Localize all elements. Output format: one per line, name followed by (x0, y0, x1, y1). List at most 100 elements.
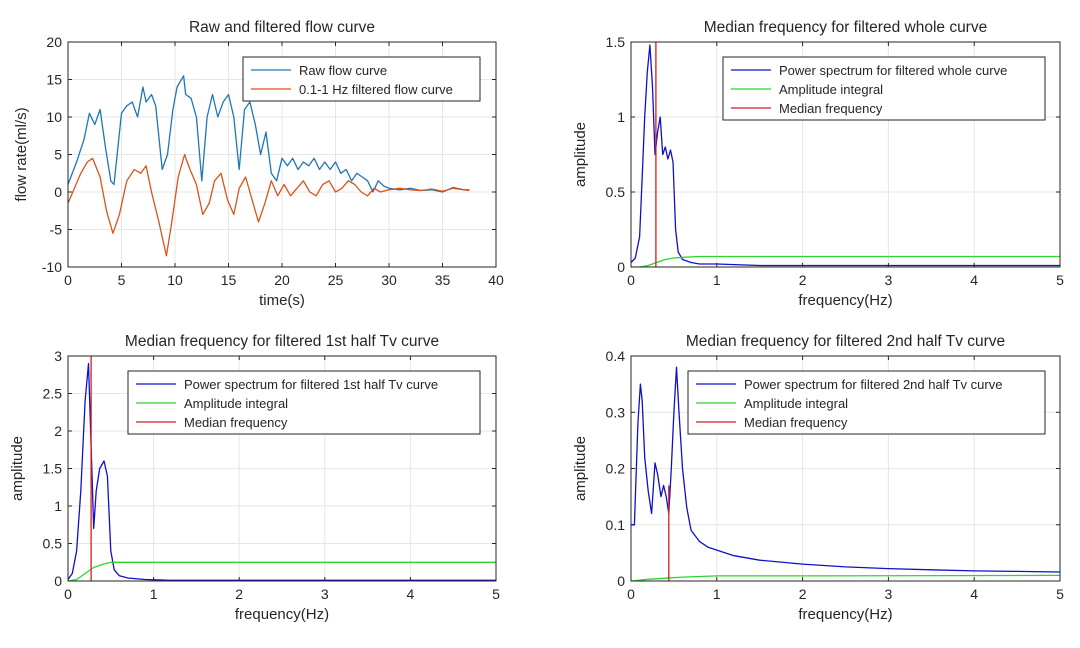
axes-frame (67, 41, 497, 268)
y-tick-label: 0 (54, 573, 62, 589)
series-line-power-spectrum-for-filtered-1st-half-tv-curve (68, 362, 496, 581)
legend-entry: Amplitude integral (779, 82, 883, 97)
y-tick-label: -5 (50, 222, 63, 238)
y-tick-label: 1.5 (606, 34, 626, 50)
x-tick-label: 0 (64, 272, 72, 288)
y-axis-label: flow rate(ml/s) (13, 107, 30, 201)
chart-title: Median frequency for filtered 2nd half T… (686, 333, 1005, 350)
y-tick-label: 1 (617, 109, 625, 125)
x-tick-label: 40 (488, 272, 504, 288)
x-tick-label: 3 (885, 586, 893, 602)
x-tick-label: 1 (150, 586, 158, 602)
x-tick-label: 1 (713, 586, 721, 602)
y-tick-label: 0.3 (606, 404, 626, 420)
x-tick-label: 2 (799, 586, 807, 602)
y-tick-label: 1.5 (43, 461, 63, 477)
x-tick-label: 5 (1056, 272, 1064, 288)
x-axis-label: frequency(Hz) (235, 606, 329, 623)
x-tick-label: 0 (627, 272, 635, 288)
legend: Power spectrum for filtered 1st half Tv … (127, 370, 481, 435)
series-line-0-1-1-hz-filtered-flow-curve (68, 153, 470, 257)
y-tick-label: 3 (54, 348, 62, 364)
x-tick-label: 4 (970, 272, 978, 288)
axes-frame (630, 41, 1061, 268)
legend-entry: Power spectrum for filtered 1st half Tv … (184, 377, 438, 392)
x-tick-label: 2 (235, 586, 243, 602)
series-line-power-spectrum-for-filtered-whole-curve (631, 44, 1060, 267)
x-tick-label: 3 (885, 272, 893, 288)
x-tick-label: 35 (435, 272, 451, 288)
legend-entry: Power spectrum for filtered 2nd half Tv … (744, 377, 1002, 392)
y-tick-label: 1 (54, 498, 62, 514)
y-tick-label: -10 (42, 259, 62, 275)
y-axis-label: amplitude (9, 436, 26, 501)
y-tick-label: 0.2 (606, 461, 626, 477)
series-line-amplitude-integral (68, 561, 496, 581)
chart-title: Median frequency for filtered whole curv… (704, 19, 987, 36)
series-group (631, 366, 1060, 581)
x-tick-label: 3 (321, 586, 329, 602)
x-tick-label: 5 (1056, 586, 1064, 602)
x-tick-label: 5 (492, 586, 500, 602)
y-tick-label: 0.5 (606, 184, 626, 200)
legend-entry: Median frequency (779, 101, 883, 116)
legend-box (242, 56, 481, 102)
y-tick-label: 0.1 (606, 517, 626, 533)
legend-entry: Median frequency (184, 415, 288, 430)
y-tick-label: 0.5 (43, 536, 63, 552)
x-tick-label: 0 (64, 586, 72, 602)
legend-box (127, 370, 481, 435)
chart-panel-4: 0 1 2 3 4 5 0 0.1 0.2 0.3 0.4 Median frequency for … (572, 333, 1064, 623)
x-tick-label: 4 (407, 586, 415, 602)
y-axis-label: amplitude (572, 436, 589, 501)
legend-entry: Power spectrum for filtered whole curve (779, 63, 1007, 78)
x-tick-label: 20 (274, 272, 290, 288)
x-tick-label: 1 (713, 272, 721, 288)
legend: Power spectrum for filtered whole curve A… (722, 56, 1046, 121)
legend-entry: Amplitude integral (184, 396, 288, 411)
chart-panel-3: 0 1 2 3 4 5 0 0.5 1 1.5 2 2.5 3 Median frequency for … (9, 333, 500, 623)
y-tick-label: 0.4 (606, 348, 626, 364)
x-tick-label: 2 (799, 272, 807, 288)
legend-box (722, 56, 1046, 121)
x-tick-label: 15 (221, 272, 237, 288)
axes-frame (630, 355, 1061, 582)
legend: Raw flow curve 0.1-1 Hz filtered flow cur… (242, 56, 481, 102)
y-tick-label: 5 (54, 147, 62, 163)
series-line-raw-flow-curve (68, 75, 470, 193)
legend-entry: Raw flow curve (299, 63, 387, 78)
x-axis-label: frequency(Hz) (798, 606, 892, 623)
chart-title: Raw and filtered flow curve (189, 19, 375, 36)
legend-entry: Amplitude integral (744, 396, 848, 411)
y-tick-label: 2 (54, 423, 62, 439)
chart-title: Median frequency for filtered 1st half T… (125, 333, 439, 350)
x-axis-label: frequency(Hz) (798, 292, 892, 309)
legend-entry: Median frequency (744, 415, 848, 430)
legend: Power spectrum for filtered 2nd half Tv … (687, 370, 1046, 435)
x-tick-label: 5 (118, 272, 126, 288)
legend-entry: 0.1-1 Hz filtered flow curve (299, 82, 453, 97)
series-group (631, 42, 1060, 267)
series-line-power-spectrum-for-filtered-2nd-half-tv-curve (631, 366, 1060, 573)
y-tick-label: 20 (46, 34, 62, 50)
chart-panel-2: 0 1 2 3 4 5 0 0.5 1 1.5 Median frequency for filte… (572, 19, 1064, 309)
y-tick-label: 10 (46, 109, 62, 125)
axes-frame (67, 355, 497, 582)
x-tick-label: 25 (328, 272, 344, 288)
y-axis-label: amplitude (572, 122, 589, 187)
y-tick-label: 0 (617, 573, 625, 589)
series-group (68, 75, 470, 257)
x-tick-label: 0 (627, 586, 635, 602)
x-tick-label: 30 (381, 272, 397, 288)
x-tick-label: 10 (167, 272, 183, 288)
x-tick-label: 4 (970, 586, 978, 602)
series-line-amplitude-integral (631, 255, 1060, 267)
y-tick-label: 15 (46, 72, 62, 88)
series-line-amplitude-integral (631, 574, 1060, 581)
legend-box (687, 370, 1046, 435)
series-group (68, 356, 496, 581)
y-tick-label: 2.5 (43, 386, 63, 402)
x-axis-label: time(s) (259, 292, 305, 309)
y-tick-label: 0 (54, 184, 62, 200)
